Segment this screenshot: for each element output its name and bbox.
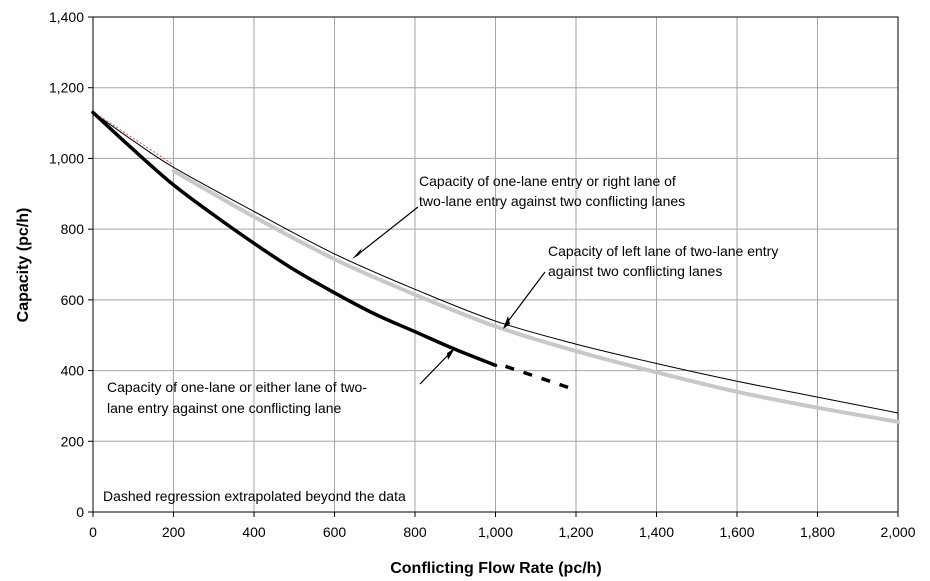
- x-tick-label: 1,400: [639, 524, 674, 540]
- x-tick-label: 800: [403, 524, 427, 540]
- y-axis-title: Capacity (pc/h): [15, 208, 32, 323]
- x-axis-title: Conflicting Flow Rate (pc/h): [390, 560, 602, 577]
- y-tick-label: 600: [61, 292, 85, 308]
- y-tick-labels: 0 200 400 600 800 1,000 1,200 1,400: [49, 9, 93, 520]
- x-tick-label: 600: [323, 524, 347, 540]
- leader-left-lane: [505, 271, 546, 325]
- y-tick-label: 0: [76, 504, 84, 520]
- annotation-dashed-note: Dashed regression extrapolated beyond th…: [103, 488, 406, 504]
- arrowhead-one-conflicting: [447, 348, 455, 360]
- annotation-one-conflicting-line-1: Capacity of one-lane or either lane of t…: [107, 379, 367, 395]
- annotation-left-lane-line-1: Capacity of left lane of two-lane entry: [548, 243, 778, 259]
- series-left-lane-extrapolated: [92, 111, 174, 166]
- annotation-left-lane-line-2: against two conflicting lanes: [548, 263, 722, 279]
- annotation-two-lanes-right-line-2: two-lane entry against two conflicting l…: [419, 193, 685, 209]
- x-tick-label: 2,000: [880, 524, 915, 540]
- y-tick-label: 400: [61, 363, 85, 379]
- x-tick-label: 1,600: [719, 524, 754, 540]
- x-tick-label: 400: [242, 524, 266, 540]
- x-tick-label: 1,200: [558, 524, 593, 540]
- y-tick-label: 800: [61, 221, 85, 237]
- series-one-conflicting-lane-extrapolated: [504, 364, 577, 392]
- x-tick-label: 1,000: [478, 524, 513, 540]
- series-group: [91, 110, 900, 424]
- annotation-two-lanes-right-line-1: Capacity of one-lane entry or right lane…: [419, 173, 676, 189]
- y-tick-label: 1,200: [49, 80, 84, 96]
- x-tick-label: 0: [89, 524, 97, 540]
- series-left-lane-two-conflicting: [171, 168, 900, 424]
- series-one-lane-two-conflicting: [92, 112, 899, 414]
- x-tick-label: 1,800: [800, 524, 835, 540]
- annotation-leaders: [352, 206, 546, 385]
- y-tick-label: 1,000: [49, 150, 84, 166]
- y-tick-label: 1,400: [49, 9, 84, 25]
- grid: [93, 17, 898, 512]
- leader-two-lanes-right: [355, 206, 419, 257]
- arrowhead-two-lanes-right: [352, 248, 362, 259]
- annotation-one-conflicting-line-2: lane entry against one conflicting lane: [107, 400, 341, 416]
- y-tick-label: 200: [61, 433, 85, 449]
- arrowhead-left-lane: [503, 316, 510, 329]
- series-one-conflicting-lane: [91, 110, 498, 368]
- leader-one-conflicting: [419, 351, 452, 385]
- x-tick-labels: 0 200 400 600 800 1,000 1,200 1,400 1,600 1,800 2,…: [89, 512, 916, 540]
- x-tick-label: 200: [162, 524, 186, 540]
